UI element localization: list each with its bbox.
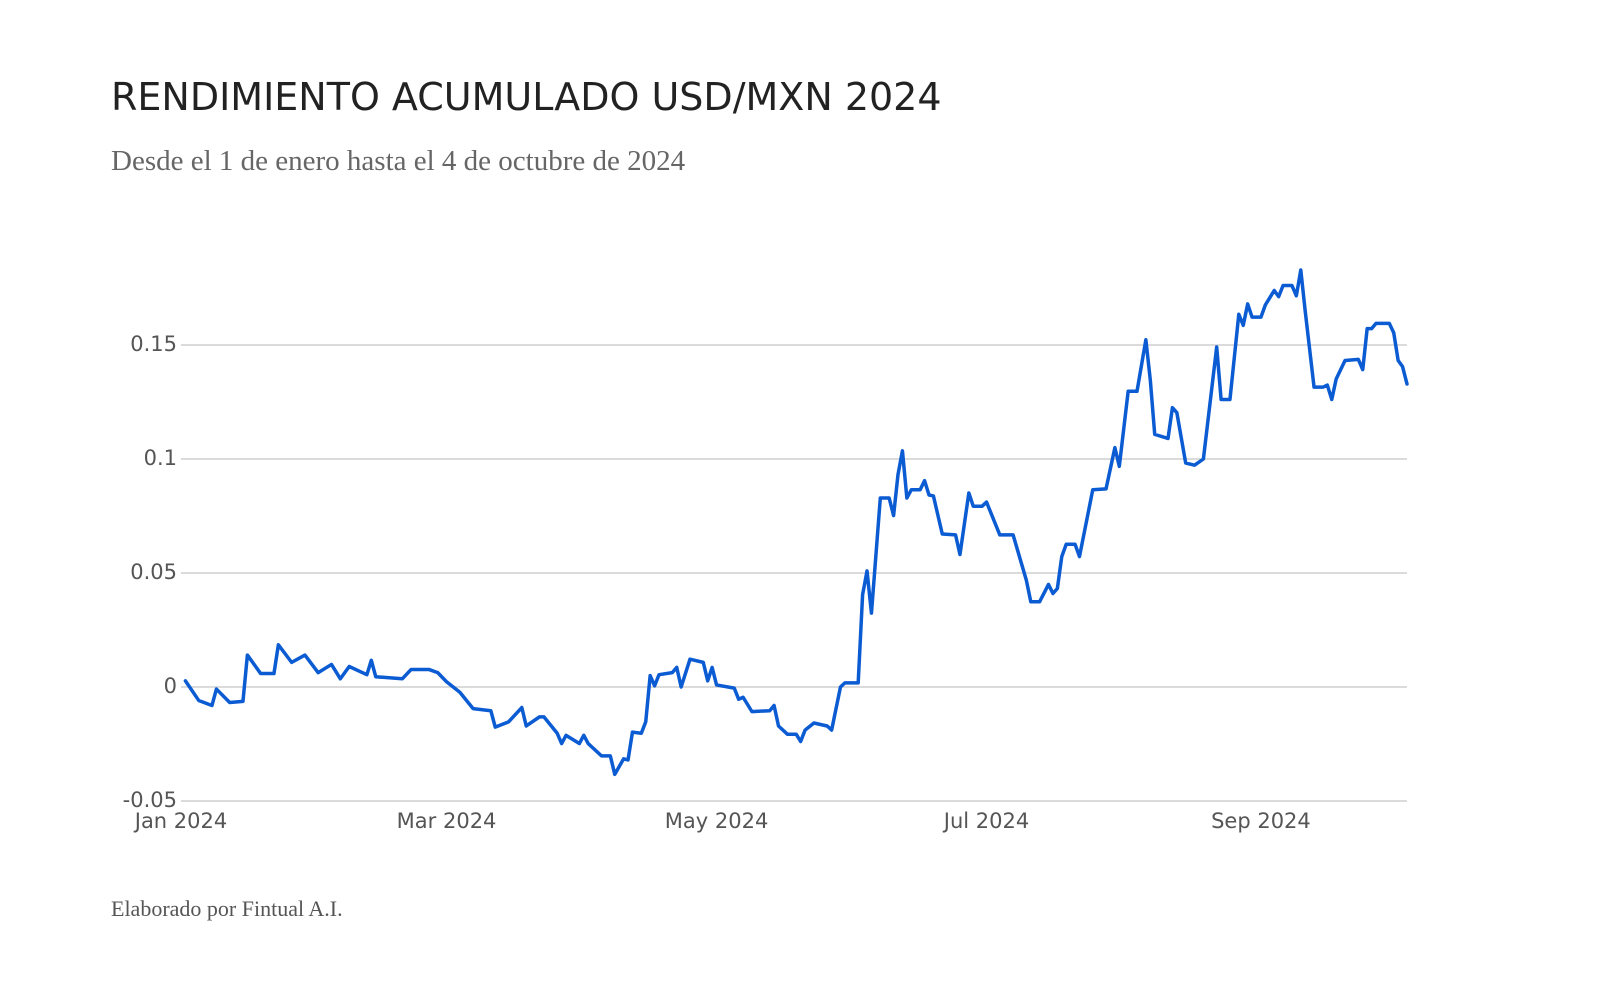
x-tick-label: Jul 2024 [942, 809, 1029, 833]
y-tick-label: 0.05 [130, 560, 177, 584]
chart-title: RENDIMIENTO ACUMULADO USD/MXN 2024 [111, 75, 942, 119]
x-tick-label: Jan 2024 [133, 809, 228, 833]
chart-footer: Elaborado por Fintual A.I. [111, 896, 343, 921]
line-series [183, 268, 1409, 777]
y-tick-label: 0.1 [144, 446, 177, 470]
x-tick-label: May 2024 [665, 809, 769, 833]
y-tick-label: 0 [164, 674, 177, 698]
x-tick-label: Mar 2024 [397, 809, 497, 833]
y-tick-label: -0.05 [123, 788, 177, 812]
x-tick-label: Sep 2024 [1211, 809, 1311, 833]
y-tick-label: 0.15 [130, 332, 177, 356]
chart-subtitle: Desde el 1 de enero hasta el 4 de octubr… [111, 145, 686, 177]
